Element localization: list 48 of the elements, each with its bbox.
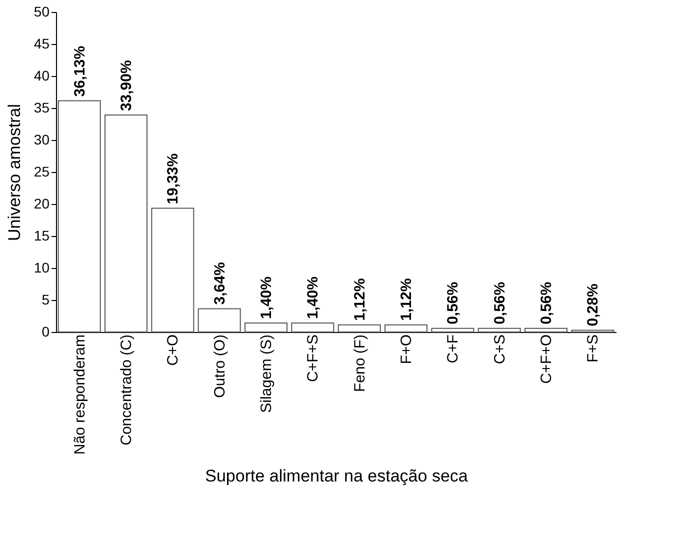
x-tick-label: Concentrado (C) [118, 334, 135, 446]
y-tick-label: 50 [34, 4, 50, 20]
y-tick-label: 40 [34, 68, 50, 84]
x-tick-label: Não responderam [71, 334, 88, 455]
data-label: 1,12% [351, 278, 368, 321]
data-label: 0,56% [444, 282, 462, 324]
data-label: 0,56% [491, 282, 508, 324]
data-label: 1,40% [304, 276, 322, 320]
x-tick-label: C+F [444, 334, 462, 364]
bar [384, 324, 428, 332]
bar [198, 308, 241, 332]
data-label: 19,33% [164, 153, 182, 204]
data-label: 0,56% [538, 282, 555, 324]
data-label: 3,64% [211, 262, 228, 305]
bar [244, 322, 288, 332]
y-tick-label: 15 [34, 228, 50, 244]
y-tick-label: 5 [42, 292, 50, 308]
data-label: 1,12% [398, 278, 415, 321]
x-tick-label: C+F+S [304, 334, 322, 382]
bar [58, 100, 101, 332]
x-tick-label: Silagem (S) [258, 334, 275, 413]
x-axis-title: Suporte alimentar na estação seca [205, 466, 468, 486]
data-label: 0,28% [584, 284, 602, 326]
bar [151, 208, 194, 332]
x-tick-label: C+S [491, 334, 508, 364]
x-tick-label: Feno (F) [351, 334, 368, 392]
y-axis-title: Universo amostral [4, 104, 24, 241]
y-tick-label: 35 [34, 100, 50, 116]
y-tick-label: 30 [34, 132, 50, 148]
y-tick-label: 25 [34, 164, 50, 180]
bar [104, 114, 148, 332]
x-tick-label: C+O [164, 334, 182, 366]
bar [524, 328, 568, 332]
x-tick-label: F+S [584, 334, 602, 362]
data-label: 33,90% [118, 60, 135, 112]
bar [478, 328, 521, 332]
bar [291, 322, 334, 332]
bar [431, 328, 474, 332]
y-tick-label: 10 [34, 260, 50, 276]
y-tick-label: 45 [34, 36, 50, 52]
data-label: 36,13% [71, 46, 88, 97]
x-tick-label: C+F+O [538, 334, 555, 384]
y-tick-label: 20 [34, 196, 50, 212]
x-tick-label: Outro (O) [211, 334, 228, 398]
x-tick-label: F+O [398, 334, 415, 364]
data-label: 1,40% [258, 276, 275, 320]
bar [338, 324, 381, 332]
y-tick-label: 0 [42, 324, 50, 340]
